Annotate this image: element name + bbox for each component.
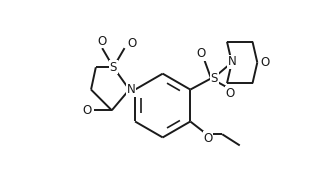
Text: N: N	[127, 83, 135, 96]
Text: O: O	[197, 47, 206, 60]
Text: O: O	[98, 35, 107, 48]
Text: O: O	[226, 87, 235, 100]
Text: N: N	[228, 55, 237, 68]
Text: O: O	[127, 37, 136, 50]
Text: S: S	[211, 72, 218, 85]
Text: O: O	[260, 56, 269, 69]
Text: O: O	[203, 132, 212, 145]
Text: S: S	[110, 61, 117, 74]
Text: O: O	[83, 104, 92, 117]
